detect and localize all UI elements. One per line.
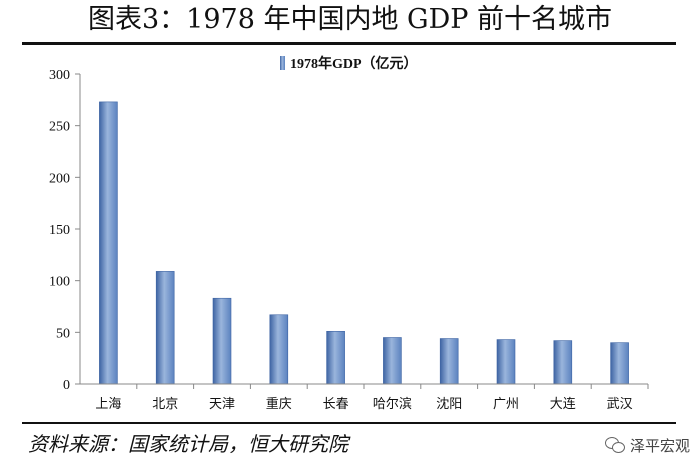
- watermark: 泽平宏观: [604, 432, 690, 458]
- y-tick-label: 250: [49, 120, 70, 135]
- x-tick-label: 北京: [152, 396, 178, 411]
- x-axis: 上海 北京 天津 重庆 长春 哈尔滨 沈阳 广州 大连 武汉: [80, 383, 649, 411]
- title-rule: [22, 42, 676, 45]
- bar: [383, 337, 402, 385]
- x-tick-label: 天津: [209, 396, 235, 411]
- bar: [99, 101, 118, 385]
- x-tick-label: 大连: [550, 396, 576, 411]
- bar: [553, 340, 573, 385]
- y-tick-label: 0: [63, 378, 70, 393]
- y-tick-label: 150: [49, 223, 70, 238]
- x-tick-label: 武汉: [607, 396, 633, 411]
- bar: [610, 342, 629, 385]
- x-tick-label: 上海: [95, 396, 121, 411]
- x-tick-label: 哈尔滨: [373, 396, 412, 411]
- bar-series: [99, 101, 629, 385]
- x-tick-label: 广州: [493, 396, 519, 411]
- wechat-icon: [604, 437, 625, 453]
- source-rule: [22, 422, 676, 424]
- y-tick-label: 300: [49, 68, 70, 83]
- bar: [326, 330, 345, 385]
- x-tick-label: 长春: [323, 396, 349, 411]
- y-tick-label: 50: [56, 326, 70, 341]
- bar: [212, 297, 232, 385]
- legend-swatch: [280, 56, 285, 70]
- bar-chart: 1978年GDP（亿元） 0 50 100 150 200 250 300 上海 北京 天津 重庆…: [49, 55, 649, 411]
- x-tick-label: 重庆: [266, 396, 292, 411]
- figure-source: 资料来源：国家统计局，恒大研究院: [28, 432, 348, 456]
- bar: [496, 339, 516, 385]
- bar: [155, 271, 175, 385]
- y-axis: 0 50 100 150 200 250 300: [49, 68, 81, 393]
- y-tick-label: 200: [49, 171, 70, 186]
- y-tick-label: 100: [49, 275, 70, 290]
- legend-label: 1978年GDP（亿元）: [290, 55, 418, 72]
- bar: [269, 314, 289, 385]
- figure-title: 图表3：1978 年中国内地 GDP 前十名城市: [87, 4, 613, 35]
- watermark-label: 泽平宏观: [629, 436, 690, 455]
- bar: [439, 338, 459, 385]
- chart-legend: 1978年GDP（亿元）: [280, 55, 418, 72]
- x-tick-label: 沈阳: [436, 396, 462, 411]
